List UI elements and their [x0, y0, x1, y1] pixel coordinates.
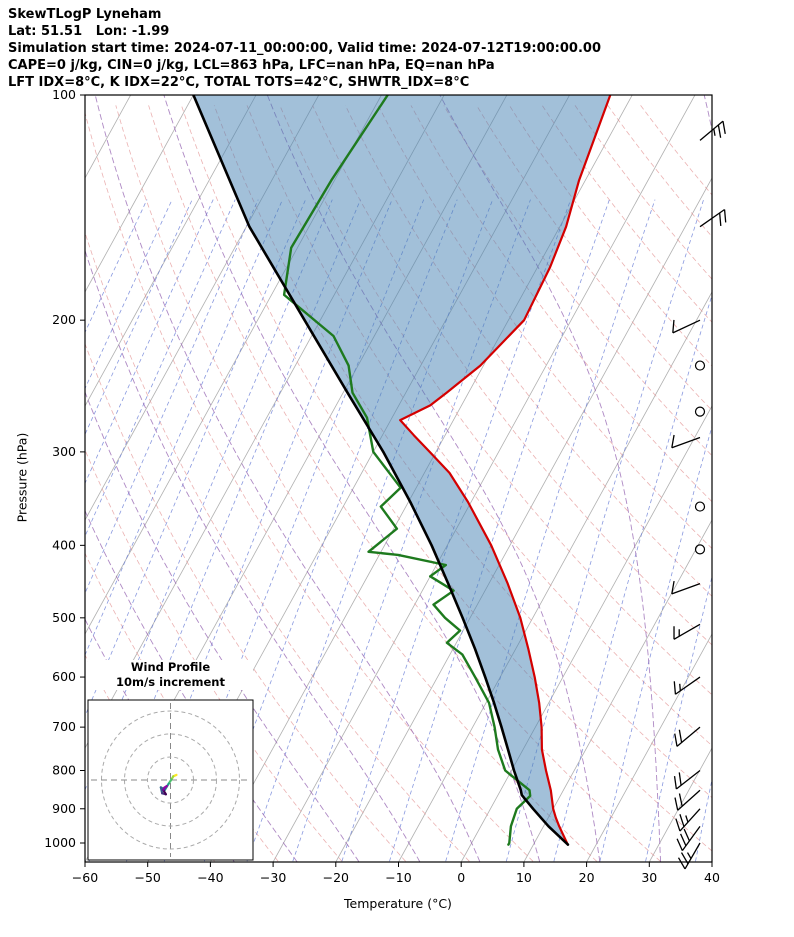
y-tick-label: 900 — [52, 801, 76, 816]
temperature-curve — [399, 95, 612, 846]
x-tick-label: −40 — [197, 870, 223, 885]
y-axis-label: Pressure (hPa) — [14, 432, 30, 523]
wind-barbs — [671, 120, 727, 870]
plot-title: SkewTLogP Lyneham — [8, 7, 162, 22]
indices-line: LFT IDX=8°C, K IDX=22°C, TOTAL TOTS=42°C… — [8, 75, 470, 90]
cape-cin-line: CAPE=0 j/kg, CIN=0 j/kg, LCL=863 hPa, LF… — [8, 58, 495, 73]
y-tick-label: 500 — [52, 610, 76, 625]
y-tick-label: 800 — [52, 763, 76, 778]
wind-profile-inset-title: Wind Profile 10m/s increment — [88, 660, 253, 690]
hodograph-ring — [147, 756, 194, 804]
sim-time-line: Simulation start time: 2024-07-11_00:00:… — [8, 41, 601, 56]
wind-barb — [676, 825, 701, 851]
x-tick-label: 10 — [516, 870, 532, 885]
calm-wind-marker — [694, 406, 706, 417]
sounding-profiles — [192, 95, 612, 846]
calm-wind-marker — [694, 544, 706, 555]
dewpoint-curve — [282, 95, 532, 846]
inset-title-line2: 10m/s increment — [116, 675, 225, 689]
y-tick-label: 600 — [52, 669, 76, 684]
wind-barb — [677, 842, 701, 870]
wind-barb — [699, 120, 726, 141]
wind-barb — [673, 623, 701, 640]
wind-barb — [673, 769, 701, 790]
x-axis-label: Temperature (°C) — [344, 896, 452, 911]
calm-wind-marker — [694, 501, 706, 512]
x-tick-label: −30 — [260, 870, 286, 885]
wind-barb — [671, 580, 701, 595]
inset-title-line1: Wind Profile — [130, 660, 211, 674]
hodograph-ring — [124, 733, 217, 827]
wind-barb — [671, 434, 701, 449]
y-tick-label: 100 — [52, 87, 76, 102]
y-tick-label: 1000 — [44, 835, 76, 850]
wind-barb — [672, 319, 701, 334]
parcel-curve — [192, 95, 570, 846]
calm-wind-marker — [694, 360, 706, 371]
axis-ticks: −60 −50 −40 −30 −20 −10 0 10 20 30 40 100 200 300 400 5… — [44, 87, 720, 885]
lat-lon-line: Lat: 51.51 Lon: -1.99 — [8, 24, 170, 39]
y-tick-label: 700 — [52, 719, 76, 734]
x-tick-label: 0 — [457, 870, 465, 885]
x-tick-label: 20 — [579, 870, 595, 885]
y-tick-label: 400 — [52, 537, 76, 552]
wind-barb — [674, 789, 701, 811]
wind-barb — [674, 726, 701, 747]
x-tick-label: −20 — [323, 870, 349, 885]
x-tick-label: −60 — [72, 870, 98, 885]
x-tick-label: −10 — [385, 870, 411, 885]
x-tick-label: −50 — [135, 870, 161, 885]
wind-barb — [699, 208, 727, 228]
x-tick-label: 40 — [704, 870, 720, 885]
wind-barb — [673, 676, 701, 695]
x-tick-label: 30 — [641, 870, 657, 885]
wind-barb — [675, 808, 701, 832]
hodograph-trace-segment — [162, 784, 168, 789]
y-tick-label: 200 — [52, 312, 76, 327]
cin-shade-area — [193, 95, 611, 845]
hodograph-inset — [87, 699, 254, 861]
y-tick-label: 300 — [52, 444, 76, 459]
hodograph-ring — [101, 710, 240, 850]
